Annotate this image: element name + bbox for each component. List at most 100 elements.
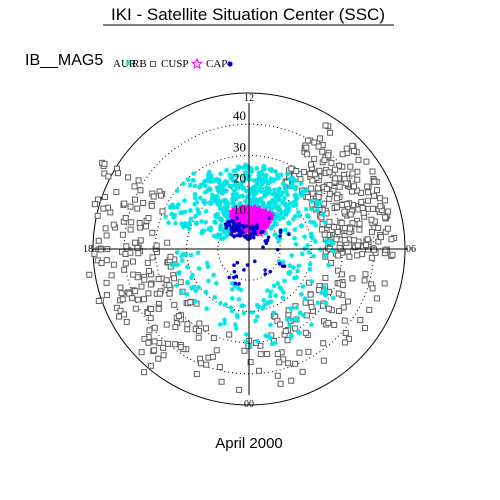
radial-tick-label-4: 40 <box>233 108 246 123</box>
point-aur-721 <box>169 262 175 268</box>
point-rb-473 <box>127 249 134 256</box>
point-rb-191 <box>364 189 371 196</box>
point-rb-291 <box>334 267 341 274</box>
point-rb-215 <box>333 195 340 202</box>
point-aur-317 <box>232 168 238 174</box>
point-rb-460 <box>108 272 115 279</box>
point-rb-424 <box>155 305 162 312</box>
point-rb-320 <box>335 252 342 259</box>
point-aur-223 <box>262 192 268 198</box>
point-rb-451 <box>153 242 160 249</box>
point-rb-444 <box>102 225 109 232</box>
point-aur-160 <box>274 221 280 227</box>
point-rb-435 <box>147 281 154 288</box>
point-aur-660 <box>300 312 306 318</box>
point-aur-336 <box>267 206 273 212</box>
point-cap-98 <box>233 281 238 286</box>
point-rb-350 <box>203 361 210 368</box>
point-aur-463 <box>174 204 180 210</box>
point-rb-362 <box>256 367 263 374</box>
point-rb-52 <box>314 185 321 192</box>
point-aur-314 <box>223 198 229 204</box>
point-aur-293 <box>292 178 298 184</box>
point-rb-265 <box>373 295 380 302</box>
point-rb-469 <box>123 243 130 250</box>
point-rb-190 <box>375 224 382 231</box>
dataset-label: IB__MAG5 <box>25 52 103 69</box>
point-aur-442 <box>180 181 186 187</box>
point-aur-69 <box>237 200 243 206</box>
point-aur-569 <box>285 220 291 226</box>
point-aur-194 <box>248 202 254 208</box>
point-aur-299 <box>221 187 227 193</box>
point-aur-518 <box>211 233 217 239</box>
point-aur-404 <box>204 188 210 194</box>
point-aur-466 <box>163 214 169 220</box>
point-rb-317 <box>302 329 309 336</box>
point-rb-175 <box>316 167 323 174</box>
point-cap-99 <box>234 274 239 279</box>
point-rb-63 <box>330 187 337 194</box>
point-rb-508 <box>159 208 166 215</box>
point-rb-147 <box>354 242 361 249</box>
point-aur-516 <box>208 201 214 207</box>
point-rb-344 <box>277 321 284 328</box>
point-aur-535 <box>197 195 203 201</box>
point-rb-230 <box>325 152 332 159</box>
point-rb-172 <box>326 195 333 202</box>
point-rb-107 <box>341 208 348 215</box>
point-rb-400 <box>172 324 179 331</box>
point-aur-575 <box>313 222 319 228</box>
point-rb-298 <box>325 319 332 326</box>
point-cap-75 <box>264 241 269 246</box>
point-aur-436 <box>171 214 177 220</box>
point-aur-401 <box>253 190 259 196</box>
point-rb-174 <box>335 162 342 169</box>
point-aur-284 <box>234 182 240 188</box>
point-rb-361 <box>195 334 202 341</box>
point-aur-652 <box>268 299 274 305</box>
point-rb-250 <box>322 122 329 129</box>
point-aur-593 <box>308 231 314 237</box>
point-aur-352 <box>267 203 273 209</box>
point-aur-698 <box>196 284 202 290</box>
point-aur-542 <box>322 253 328 259</box>
point-rb-534 <box>94 212 101 219</box>
point-aur-406 <box>210 192 216 198</box>
point-rb-471 <box>144 259 151 266</box>
point-aur-625 <box>263 333 269 339</box>
point-aur-522 <box>225 226 231 232</box>
point-aur-405 <box>255 177 261 183</box>
point-aur-156 <box>276 189 282 195</box>
point-aur-485 <box>219 206 225 212</box>
point-cap-66 <box>242 234 247 238</box>
point-aur-715 <box>174 282 180 288</box>
point-aur-711 <box>211 272 217 278</box>
point-aur-519 <box>211 219 217 225</box>
point-aur-119 <box>242 198 248 204</box>
point-rb-209 <box>319 226 326 233</box>
date-label: April 2000 <box>215 435 283 452</box>
point-aur-481 <box>217 216 223 222</box>
point-rb-394 <box>132 305 139 312</box>
point-cap-27 <box>233 227 237 231</box>
point-aur-167 <box>278 172 284 178</box>
point-rb-346 <box>210 335 217 342</box>
point-aur-723 <box>238 287 244 293</box>
point-rb-173 <box>326 169 333 176</box>
point-aur-83 <box>231 188 237 194</box>
point-aur-468 <box>217 232 223 238</box>
point-cap-86 <box>263 268 268 272</box>
point-aur-313 <box>230 192 236 198</box>
point-aur-513 <box>193 220 199 226</box>
point-aur-283 <box>218 186 224 192</box>
point-aur-467 <box>203 219 209 225</box>
point-rb-142 <box>339 151 346 158</box>
point-aur-677 <box>205 264 211 270</box>
point-rb-326 <box>282 328 289 335</box>
point-rb-25 <box>328 159 335 166</box>
point-aur-319 <box>207 179 213 185</box>
point-aur-128 <box>271 187 277 193</box>
point-aur-373 <box>263 172 269 178</box>
